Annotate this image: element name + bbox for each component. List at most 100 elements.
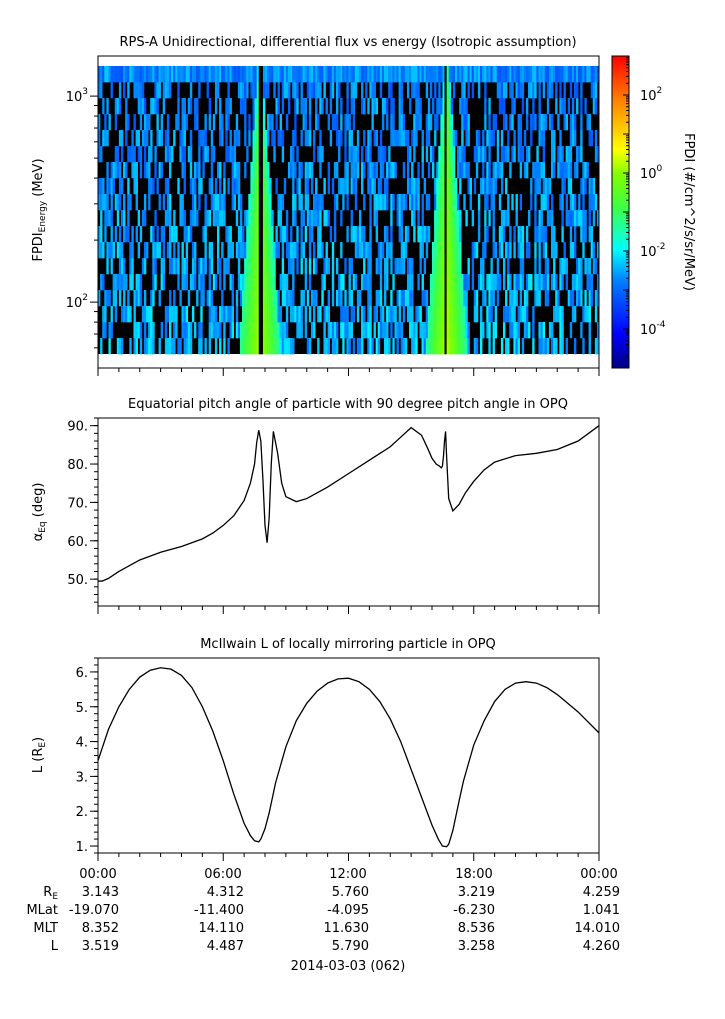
heatmap-cell [298, 194, 301, 211]
heatmap-cell [256, 306, 260, 323]
heatmap-cell [536, 290, 539, 307]
heatmap-cell [530, 178, 533, 195]
heatmap-cell [373, 98, 376, 115]
heatmap-cell [425, 194, 429, 211]
heatmap-cell [402, 290, 406, 307]
heatmap-cell [129, 194, 132, 211]
heatmap-cell [179, 146, 182, 163]
heatmap-cell [237, 130, 241, 147]
heatmap-cell [363, 66, 366, 83]
heatmap-cell [371, 178, 374, 195]
heatmap-cell [283, 178, 287, 195]
heatmap-cell [582, 226, 585, 243]
heatmap-cell [310, 322, 314, 339]
heatmap-cell [375, 338, 379, 355]
heatmap-cell [461, 322, 464, 339]
heatmap-cell [141, 130, 145, 147]
heatmap-cell [254, 146, 257, 163]
heatmap-cell [183, 274, 186, 291]
heatmap-cell [150, 226, 153, 243]
heatmap-cell [229, 146, 232, 163]
heatmap-cell [127, 306, 130, 323]
heatmap-cell [419, 242, 422, 259]
heatmap-cell [450, 194, 454, 211]
heatmap-cell [185, 274, 189, 291]
heatmap-cell [277, 242, 280, 259]
heatmap-cell [118, 226, 122, 243]
heatmap-cell [515, 194, 518, 211]
y-tick-label: 80. [67, 458, 88, 473]
heatmap-cell [168, 258, 172, 275]
heatmap-cell [114, 162, 118, 179]
heatmap-cell [553, 66, 556, 83]
heatmap-cell [306, 338, 310, 355]
heatmap-cell [162, 194, 166, 211]
heatmap-cell [509, 114, 512, 131]
heatmap-cell [118, 338, 122, 355]
heatmap-cell [409, 178, 412, 195]
heatmap-cell [258, 322, 262, 339]
heatmap-cell [448, 306, 452, 323]
heatmap-cell [352, 226, 356, 243]
heatmap-cell [323, 322, 326, 339]
heatmap-cell [102, 274, 105, 291]
heatmap-cell [168, 322, 172, 339]
heatmap-cell [534, 290, 537, 307]
heatmap-cell [486, 178, 489, 195]
heatmap-cell [392, 194, 395, 211]
heatmap-cell [242, 82, 245, 99]
heatmap-cell [310, 226, 314, 243]
heatmap-cell [459, 146, 462, 163]
heatmap-cell [210, 146, 214, 163]
heatmap-cell [561, 338, 564, 355]
heatmap-cell [542, 178, 546, 195]
heatmap-cell [369, 290, 372, 307]
heatmap-cell [519, 290, 523, 307]
heatmap-cell [294, 162, 297, 179]
heatmap-cell [269, 306, 272, 323]
heatmap-cell [275, 226, 278, 243]
heatmap-cell [356, 226, 360, 243]
heatmap-cell [502, 226, 506, 243]
heatmap-cell [500, 162, 504, 179]
heatmap-cell [244, 66, 247, 83]
heatmap-cell [194, 162, 197, 179]
heatmap-cell [492, 162, 495, 179]
heatmap-cell [438, 338, 441, 355]
heatmap-cell [386, 194, 389, 211]
heatmap-cell [375, 130, 379, 147]
heatmap-cell [227, 178, 230, 195]
heatmap-cell [377, 322, 381, 339]
heatmap-cell [143, 114, 147, 131]
heatmap-cell [421, 322, 424, 339]
heatmap-cell [242, 242, 245, 259]
heatmap-cell [388, 242, 391, 259]
heatmap-cell [509, 290, 512, 307]
heatmap-cell [417, 98, 420, 115]
heatmap-cell [594, 98, 598, 115]
heatmap-cell [411, 130, 414, 147]
heatmap-cell [219, 274, 222, 291]
heatmap-cell [223, 66, 226, 83]
heatmap-cell [411, 162, 414, 179]
heatmap-cell [340, 290, 343, 307]
heatmap-cell [561, 178, 564, 195]
heatmap-cell [319, 306, 322, 323]
heatmap-cell [446, 178, 449, 195]
heatmap-cell [214, 274, 218, 291]
heatmap-cell [191, 210, 195, 227]
heatmap-cell [187, 146, 191, 163]
heatmap-cell [338, 290, 341, 307]
heatmap-cell [231, 242, 234, 259]
heatmap-cell [469, 66, 472, 83]
heatmap-cell [248, 114, 251, 131]
heatmap-cell [277, 338, 280, 355]
heatmap-cell [434, 130, 437, 147]
heatmap-cell [442, 274, 445, 291]
heatmap-cell [246, 146, 249, 163]
heatmap-cell [367, 178, 370, 195]
heatmap-cell [550, 82, 554, 99]
heatmap-cell [557, 306, 560, 323]
heatmap-cell [139, 98, 143, 115]
heatmap-cell [256, 66, 260, 83]
